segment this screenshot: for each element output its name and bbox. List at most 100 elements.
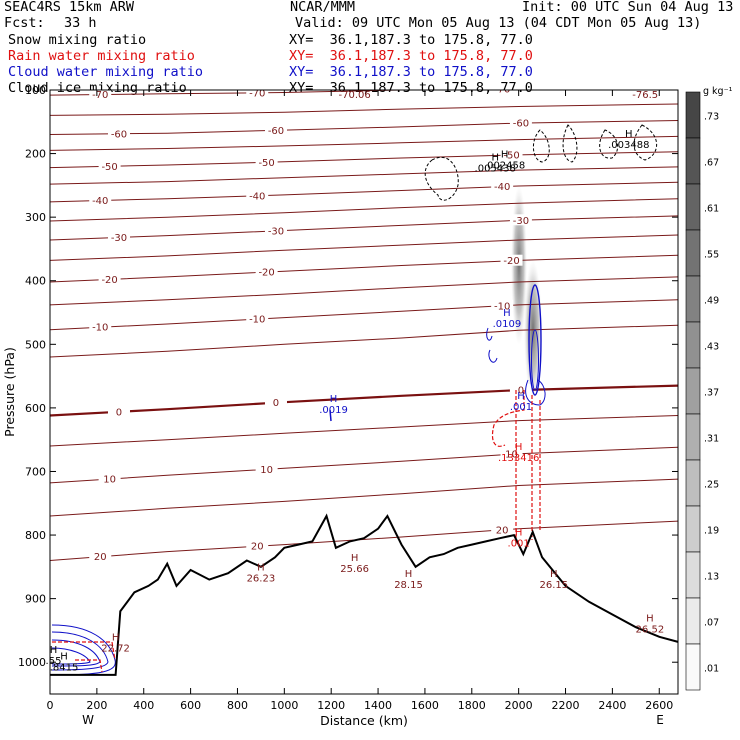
isotherm--20 (50, 254, 678, 283)
legend-snow-label: Snow mixing ratio (8, 32, 147, 48)
colorbar-label: .13 (704, 572, 719, 583)
ice-contour (533, 129, 550, 163)
legend-rain-label: Rain water mixing ratio (8, 48, 195, 64)
extremum-marker: H (501, 149, 509, 160)
colorbar-unit: g kg⁻¹ (703, 86, 733, 97)
ice-contour (633, 124, 658, 161)
isotherm-label-bg (491, 299, 514, 311)
isotherm-label-bg (264, 224, 287, 236)
extremum-marker: H (50, 645, 58, 656)
colorbar-label: .55 (704, 250, 719, 261)
extremum-value: .133416 (498, 453, 539, 464)
isotherm-label: 20 (251, 542, 264, 553)
y-tick-label: 700 (25, 465, 46, 478)
x-tick-label: 2400 (598, 699, 626, 712)
x-tick-label: 1000 (270, 699, 298, 712)
rain-contours (52, 390, 541, 673)
colorbar-label: .73 (704, 112, 719, 123)
ice-contour (424, 157, 459, 201)
isotherm-label: -40 (92, 196, 108, 207)
x-tick-label: 2000 (505, 699, 533, 712)
isotherm-label: 10 (103, 475, 116, 486)
colorbar-swatch (685, 643, 701, 691)
isotherm-label-bg (246, 313, 269, 325)
extremum-marker: H (517, 391, 525, 402)
colorbar-swatch (685, 229, 701, 277)
colorbar-label: .07 (704, 618, 719, 629)
colorbar-swatch (685, 459, 701, 507)
isotherm-label-bg (98, 473, 121, 485)
isotherm-label-bg (107, 231, 130, 243)
colorbar-label: .43 (704, 342, 719, 353)
forecast-label: Fcst: (4, 15, 45, 31)
extremum-marker: H (515, 442, 523, 453)
isotherm-label: -30 (268, 226, 284, 237)
isotherm--30 (50, 215, 678, 241)
x-tick-label: 1800 (458, 699, 486, 712)
y-axis-title: Pressure (hPa) (2, 347, 17, 437)
colorbar-swatch (685, 551, 701, 599)
isotherm-label-bg (491, 90, 514, 94)
cloud-ice-contours (424, 124, 658, 201)
extremum-value: 26.52 (636, 624, 665, 635)
isotherm-label: -30 (111, 233, 127, 244)
y-tick-label: 200 (25, 148, 46, 161)
isotherm--40 (50, 181, 678, 203)
cloud-water-contour (531, 329, 539, 391)
colorbar-swatch (685, 367, 701, 415)
isotherm-label-bg (255, 463, 278, 475)
cloud-water-contour (329, 409, 332, 422)
extremum-marker: H (351, 553, 359, 564)
x-tick-label: 1400 (364, 699, 392, 712)
isotherm-label-bg (264, 396, 287, 408)
x-tick-label: 600 (180, 699, 201, 712)
isotherm-label: -20 (258, 268, 274, 279)
colorbar-label: .31 (704, 434, 719, 445)
x-tick-label: 1600 (411, 699, 439, 712)
header: SEAC4RS 15km ARW NCAR/MMM Init: 00 UTC S… (0, 0, 740, 100)
isotherm-label-bg (255, 266, 278, 278)
x-tick-label: 2600 (645, 699, 673, 712)
terrain-outline (50, 513, 679, 676)
isotherm-5 (50, 415, 678, 447)
isotherm--5 (50, 324, 678, 358)
y-tick-label: 300 (25, 211, 46, 224)
isotherm-label: -70 (249, 88, 265, 99)
colorbar-label: .37 (704, 388, 719, 399)
isotherm-label: -50 (101, 162, 117, 173)
isotherm-label: -30 (513, 216, 529, 227)
extremum-value: .0109 (493, 319, 522, 330)
isotherm-label-bg (491, 180, 514, 192)
extremum-value: .001 (510, 402, 532, 413)
isotherm-label: -20 (101, 275, 117, 286)
rain-contour (491, 390, 525, 447)
isotherm-label: 0 (116, 407, 122, 418)
isotherm-label-bg (246, 189, 269, 201)
isotherm--15 (50, 276, 678, 306)
isotherm--50 (50, 151, 678, 169)
isotherm-label: -10 (92, 323, 108, 334)
extremum-marker: H (503, 308, 511, 319)
extremum-marker: H (60, 652, 68, 663)
colorbar-label: .19 (704, 526, 719, 537)
legend-rain-xy: XY= 36.1,187.3 to 175.8, 77.0 (289, 48, 533, 64)
isotherm-label: 10 (260, 465, 273, 476)
isotherm--45 (50, 166, 678, 185)
isotherm-0 (50, 384, 678, 417)
legend-cloud-ice-label: Cloud ice mixing ratio (8, 80, 187, 96)
y-tick-label: 100 (25, 84, 46, 97)
isotherm--10 (50, 299, 678, 331)
rain-contour (75, 659, 103, 673)
x-tick-label: 200 (86, 699, 107, 712)
isotherm-label: 10 (505, 450, 518, 461)
terrain-line (50, 513, 679, 676)
x-tick-label: 400 (133, 699, 154, 712)
extremum-value: 26.15 (539, 580, 568, 591)
isotherm-label-bg (509, 214, 532, 226)
extremum-value: 26.23 (247, 574, 276, 585)
isotherm-label-bg (107, 127, 130, 139)
extremum-marker: H (330, 394, 338, 405)
isotherm-label-bg (246, 90, 269, 98)
colorbar-swatch (685, 137, 701, 185)
